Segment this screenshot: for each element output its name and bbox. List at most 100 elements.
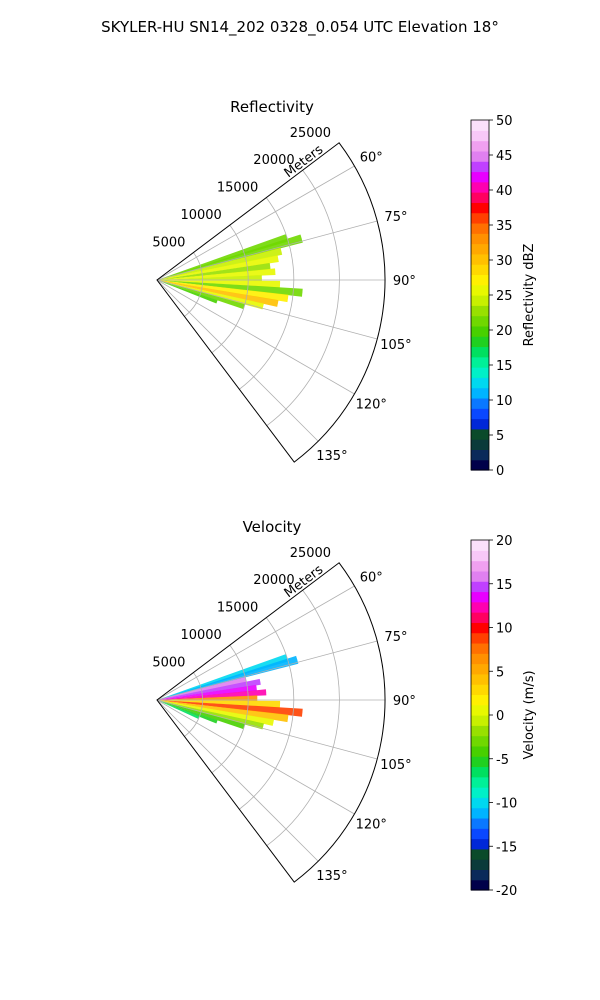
azimuth-tick-label: 60° bbox=[360, 570, 383, 585]
azimuth-tick-label: 120° bbox=[356, 818, 387, 833]
data-ray bbox=[159, 234, 289, 280]
range-tick-label: 25000 bbox=[290, 126, 331, 141]
data-ray bbox=[159, 678, 261, 700]
range-tick-label: 5000 bbox=[152, 236, 185, 251]
colorbar-swatch bbox=[471, 838, 489, 850]
colorbar-swatch bbox=[471, 150, 489, 162]
data-ray bbox=[159, 268, 276, 280]
colorbar-tick-label: -20 bbox=[496, 884, 517, 899]
colorbar-swatch bbox=[471, 673, 489, 685]
colorbar-swatch bbox=[471, 828, 489, 840]
azimuth-tick-label: 90° bbox=[393, 694, 416, 709]
colorbar-swatch bbox=[471, 274, 489, 286]
colorbar-swatch bbox=[471, 130, 489, 142]
colorbar-tick-label: 5 bbox=[496, 665, 504, 680]
colorbar-tick-label: -15 bbox=[496, 840, 517, 855]
data-ray bbox=[159, 700, 245, 730]
colorbar-tick-label: 10 bbox=[496, 394, 513, 409]
colorbar-swatch bbox=[471, 715, 489, 726]
colorbar-tick-label: 15 bbox=[496, 578, 513, 593]
colorbar-swatch bbox=[471, 181, 489, 193]
colorbar-swatch bbox=[471, 622, 489, 634]
colorbar-swatch bbox=[471, 591, 489, 603]
colorbar-swatch bbox=[471, 632, 489, 644]
range-tick-label: 20000 bbox=[253, 573, 294, 588]
colorbar-swatch bbox=[471, 233, 489, 245]
range-tick-label: 15000 bbox=[217, 601, 258, 616]
range-tick-label: 10000 bbox=[180, 208, 221, 223]
azimuth-tick-label: 105° bbox=[380, 338, 411, 353]
range-ring bbox=[211, 644, 249, 774]
colorbar-swatch bbox=[471, 807, 489, 819]
azimuth-spoke bbox=[156, 279, 319, 442]
colorbar-swatch bbox=[471, 817, 489, 829]
colorbar-swatch bbox=[471, 264, 489, 276]
range-ring bbox=[184, 252, 203, 317]
azimuth-spoke bbox=[156, 165, 355, 281]
colorbar-swatch bbox=[471, 653, 489, 665]
colorbar-swatch bbox=[471, 428, 489, 440]
colorbar-swatch bbox=[471, 776, 489, 788]
sector-frame bbox=[156, 142, 386, 463]
colorbar: -20 -15 -10 -5 0 5 10 15 20 Velocity (m/s) bbox=[470, 534, 537, 899]
data-ray bbox=[159, 280, 218, 304]
colorbar-tick-label: -10 bbox=[496, 797, 517, 812]
colorbar-tick-label: 15 bbox=[496, 359, 513, 374]
range-ring bbox=[239, 197, 295, 390]
colorbar-tick-label: 45 bbox=[496, 149, 513, 164]
colorbar-swatch bbox=[471, 787, 489, 798]
colorbar-tick-label: 5 bbox=[496, 429, 504, 444]
colorbar-swatch bbox=[471, 192, 489, 203]
colorbar-swatch bbox=[471, 305, 489, 317]
colorbar-swatch bbox=[471, 356, 489, 368]
reflectivity-panel: Reflectivity500010000150002000025000Mete… bbox=[152, 98, 537, 479]
colorbar-label: Velocity (m/s) bbox=[522, 670, 537, 759]
colorbar-swatch bbox=[471, 879, 489, 891]
colorbar-swatch bbox=[471, 253, 489, 265]
colorbar-swatch bbox=[471, 869, 489, 881]
data-ray bbox=[159, 655, 299, 700]
colorbar-swatch bbox=[471, 325, 489, 337]
colorbar-tick-label: 40 bbox=[496, 184, 513, 199]
colorbar-swatch bbox=[471, 859, 489, 871]
azimuth-spoke bbox=[156, 699, 355, 815]
polar-grid bbox=[156, 165, 385, 442]
colorbar-swatch bbox=[471, 560, 489, 572]
colorbar-tick-label: 50 bbox=[496, 114, 513, 129]
sector-frame bbox=[156, 562, 386, 883]
colorbar: 0 5 10 15 20 25 30 35 40 45 50 Reflectivity dBZ bbox=[470, 114, 537, 479]
colorbar-swatch bbox=[471, 601, 489, 613]
colorbar-swatch bbox=[471, 346, 489, 358]
azimuth-tick-label: 75° bbox=[384, 630, 407, 645]
data-ray bbox=[159, 685, 257, 700]
colorbar-swatch bbox=[471, 797, 489, 809]
colorbar-swatch bbox=[471, 663, 489, 675]
data-layer bbox=[159, 654, 303, 730]
colorbar-swatch bbox=[471, 408, 489, 420]
azimuth-tick-label: 135° bbox=[316, 869, 347, 884]
colorbar-tick-label: 30 bbox=[496, 254, 513, 269]
colorbar-swatch bbox=[471, 766, 489, 778]
colorbar-swatch bbox=[471, 243, 489, 255]
range-tick-label: 15000 bbox=[217, 181, 258, 196]
azimuth-tick-label: 60° bbox=[360, 150, 383, 165]
colorbar-swatch bbox=[471, 171, 489, 183]
colorbar-swatch bbox=[471, 612, 489, 623]
range-ring bbox=[239, 617, 295, 810]
azimuth-spoke bbox=[156, 220, 378, 281]
colorbar-swatch bbox=[471, 642, 489, 654]
data-ray bbox=[159, 234, 303, 280]
colorbar-swatch bbox=[471, 161, 489, 173]
range-tick-label: 5000 bbox=[152, 656, 185, 671]
colorbar-swatch bbox=[471, 684, 489, 696]
range-tick-label: 20000 bbox=[253, 153, 294, 168]
data-ray bbox=[159, 255, 279, 280]
azimuth-spoke bbox=[156, 279, 355, 395]
colorbar-swatch bbox=[471, 756, 489, 768]
colorbar-swatch bbox=[471, 367, 489, 378]
range-ring bbox=[266, 169, 340, 426]
figure-title: SKYLER-HU SN14_202 0328_0.054 UTC Elevat… bbox=[101, 18, 499, 37]
colorbar-tick-label: 20 bbox=[496, 534, 513, 549]
